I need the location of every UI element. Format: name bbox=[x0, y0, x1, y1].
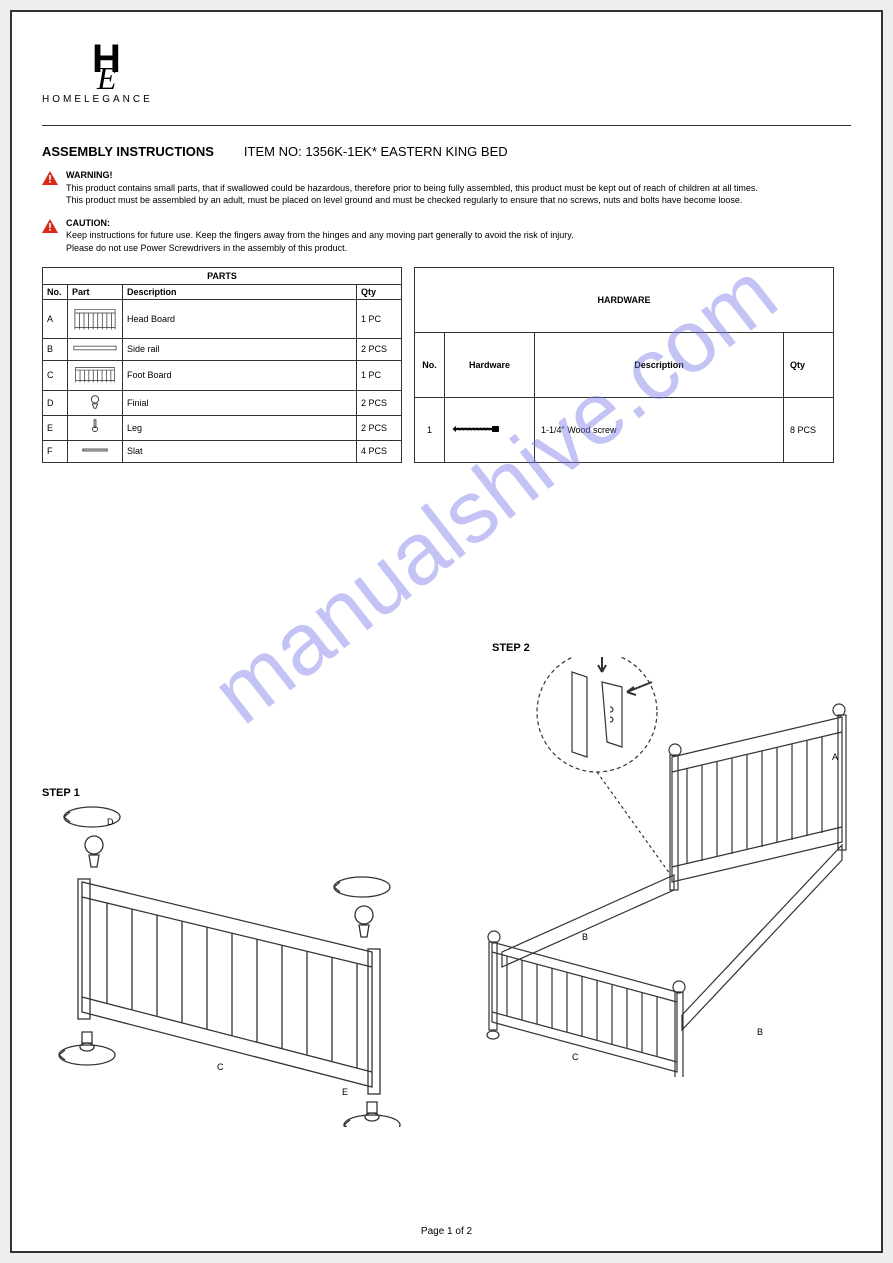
part-label-B2: B bbox=[757, 1027, 763, 1037]
cell-desc: 1-1/4" Wood screw bbox=[535, 397, 784, 462]
part-icon-headboard bbox=[68, 299, 123, 338]
cell-desc: Foot Board bbox=[123, 360, 357, 390]
logo-brand-text: HOMELEGANCE bbox=[42, 94, 153, 105]
cell-no: D bbox=[43, 390, 68, 415]
cell-no: E bbox=[43, 415, 68, 440]
page-number: Page 1 of 2 bbox=[421, 1226, 472, 1237]
cell-no: B bbox=[43, 338, 68, 360]
item-number: ITEM NO: 1356K-1EK* EASTERN KING BED bbox=[244, 144, 508, 159]
cell-desc: Side rail bbox=[123, 338, 357, 360]
part-label-C2: C bbox=[572, 1052, 579, 1062]
hw-hdr-hw: Hardware bbox=[445, 332, 535, 397]
logo-e-letter: E bbox=[97, 60, 117, 97]
warning-block-1: WARNING! This product contains small par… bbox=[42, 169, 851, 207]
warning-block-2: CAUTION: Keep instructions for future us… bbox=[42, 217, 851, 255]
part-icon-leg bbox=[68, 415, 123, 440]
table-row: D Finial 2 PCS bbox=[43, 390, 402, 415]
step-2-illustration bbox=[422, 657, 852, 1077]
cell-no: C bbox=[43, 360, 68, 390]
parts-hdr-qty: Qty bbox=[357, 284, 402, 299]
brand-logo: H E HOMELEGANCE bbox=[42, 32, 222, 117]
cell-qty: 2 PCS bbox=[357, 415, 402, 440]
caution-icon bbox=[42, 219, 58, 233]
warning-2-body: Keep instructions for future use. Keep t… bbox=[66, 230, 574, 253]
cell-desc: Leg bbox=[123, 415, 357, 440]
part-icon-slat bbox=[68, 440, 123, 462]
warning-icon bbox=[42, 171, 58, 185]
cell-qty: 8 PCS bbox=[784, 397, 834, 462]
parts-title: PARTS bbox=[43, 267, 402, 284]
assembly-instructions-title: ASSEMBLY INSTRUCTIONS bbox=[42, 144, 214, 159]
cell-qty: 4 PCS bbox=[357, 440, 402, 462]
part-label-A: A bbox=[832, 752, 838, 762]
parts-title-row: PARTS bbox=[43, 267, 402, 284]
warning-2-text: CAUTION: Keep instructions for future us… bbox=[66, 217, 574, 255]
parts-hdr-desc: Description bbox=[123, 284, 357, 299]
hw-hdr-no: No. bbox=[415, 332, 445, 397]
item-value: 1356K-1EK* EASTERN KING BED bbox=[305, 144, 507, 159]
part-label-C: C bbox=[217, 1062, 224, 1072]
warning-1-text: WARNING! This product contains small par… bbox=[66, 169, 758, 207]
parts-hdr-part: Part bbox=[68, 284, 123, 299]
table-row: E Leg 2 PCS bbox=[43, 415, 402, 440]
parts-header-row: No. Part Description Qty bbox=[43, 284, 402, 299]
step-1-illustration bbox=[42, 787, 432, 1127]
warning-2-label: CAUTION: bbox=[66, 218, 110, 228]
table-row: C Foot Board 1 PC bbox=[43, 360, 402, 390]
hw-hdr-desc: Description bbox=[535, 332, 784, 397]
table-row: 1 1-1/4" Wood screw 8 PCS bbox=[415, 397, 834, 462]
part-icon-footboard bbox=[68, 360, 123, 390]
part-label-E: E bbox=[342, 1087, 348, 1097]
cell-qty: 2 PCS bbox=[357, 338, 402, 360]
cell-no: F bbox=[43, 440, 68, 462]
step-2-label: STEP 2 bbox=[492, 642, 530, 654]
parts-table: PARTS No. Part Description Qty A Head Bo… bbox=[42, 267, 402, 463]
parts-hdr-no: No. bbox=[43, 284, 68, 299]
cell-qty: 1 PC bbox=[357, 299, 402, 338]
cell-no: A bbox=[43, 299, 68, 338]
part-label-D: D bbox=[107, 817, 114, 827]
cell-desc: Head Board bbox=[123, 299, 357, 338]
hardware-title-row: HARDWARE bbox=[415, 267, 834, 332]
cell-no: 1 bbox=[415, 397, 445, 462]
assembly-diagrams: STEP 1 STEP 2 bbox=[42, 597, 851, 1097]
warning-1-body: This product contains small parts, that … bbox=[66, 183, 758, 206]
part-label-B1: B bbox=[582, 932, 588, 942]
item-label: ITEM NO: bbox=[244, 144, 302, 159]
cell-desc: Finial bbox=[123, 390, 357, 415]
table-row: B Side rail 2 PCS bbox=[43, 338, 402, 360]
hardware-table: HARDWARE No. Hardware Description Qty 1 … bbox=[414, 267, 834, 463]
table-row: F Slat 4 PCS bbox=[43, 440, 402, 462]
warning-1-label: WARNING! bbox=[66, 170, 113, 180]
cell-qty: 2 PCS bbox=[357, 390, 402, 415]
hardware-title: HARDWARE bbox=[415, 267, 834, 332]
screw-icon bbox=[445, 397, 535, 462]
hw-hdr-qty: Qty bbox=[784, 332, 834, 397]
title-row: ASSEMBLY INSTRUCTIONS ITEM NO: 1356K-1EK… bbox=[42, 144, 851, 159]
page-container: H E HOMELEGANCE ASSEMBLY INSTRUCTIONS IT… bbox=[10, 10, 883, 1253]
cell-qty: 1 PC bbox=[357, 360, 402, 390]
part-icon-finial bbox=[68, 390, 123, 415]
cell-desc: Slat bbox=[123, 440, 357, 462]
table-row: A Head Board 1 PC bbox=[43, 299, 402, 338]
part-icon-siderail bbox=[68, 338, 123, 360]
header-rule bbox=[42, 125, 851, 126]
hardware-header-row: No. Hardware Description Qty bbox=[415, 332, 834, 397]
tables-row: PARTS No. Part Description Qty A Head Bo… bbox=[42, 267, 851, 463]
